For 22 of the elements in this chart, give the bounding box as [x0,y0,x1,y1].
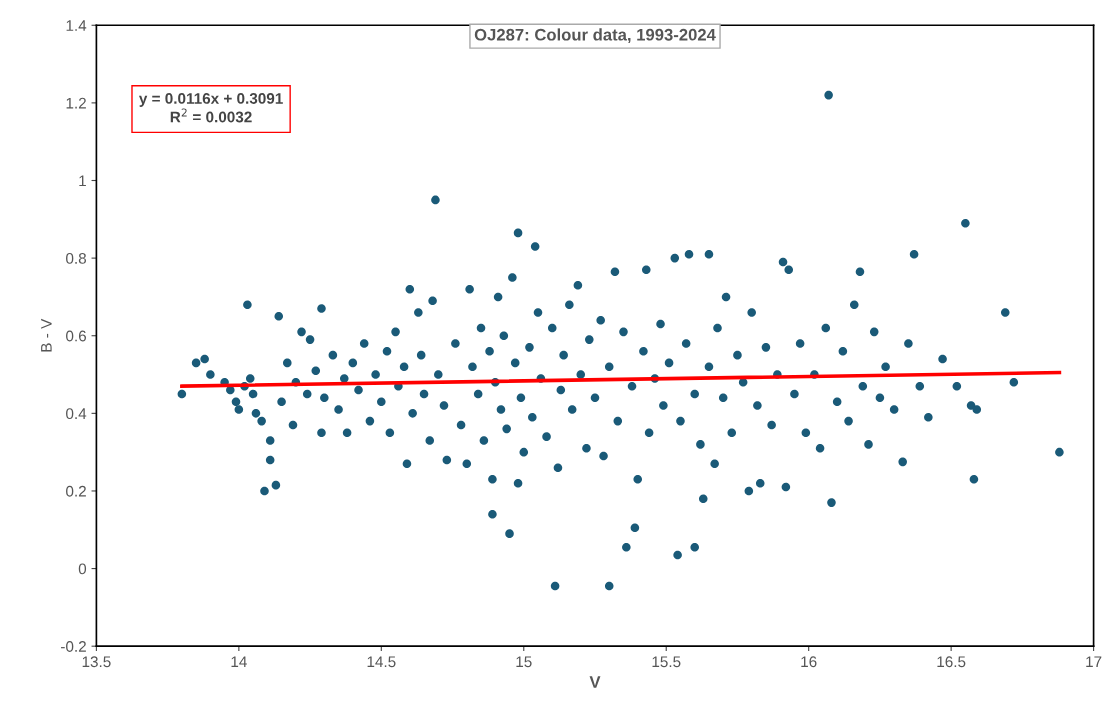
x-tick-label: 14 [231,656,247,667]
y-tick-label: 0.8 [66,252,87,264]
chart-title: OJ287: Colour data, 1993-2024 [474,28,716,44]
y-tick-label: 1.2 [66,97,86,109]
x-tick-label: 13.5 [82,656,111,668]
x-tick-label: 16 [801,656,817,668]
y-tick-label: 1 [79,175,86,187]
x-tick-label: 15.5 [652,656,681,668]
x-axis-title: V [589,676,601,688]
y-tick-label: 0 [78,563,87,575]
x-tick-label: 16.5 [937,656,966,668]
x-tick-label: 15 [516,656,532,668]
annotation: y = 0.0116x + 0.3091 [138,93,283,107]
x-tick-label: 14.5 [367,656,396,668]
y-tick-label: 0.4 [66,408,87,420]
y-tick-label: 0.2 [66,485,86,497]
y-tick-label: 1.4 [66,20,87,31]
y-tick-label: -0.2 [61,641,86,652]
x-tick-label: 17 [1086,656,1102,667]
y-tick-label: 0.6 [66,330,86,342]
y-axis-title: B - V [41,318,52,352]
annotation: R$^{2}$ = 0.0032 [170,108,252,123]
